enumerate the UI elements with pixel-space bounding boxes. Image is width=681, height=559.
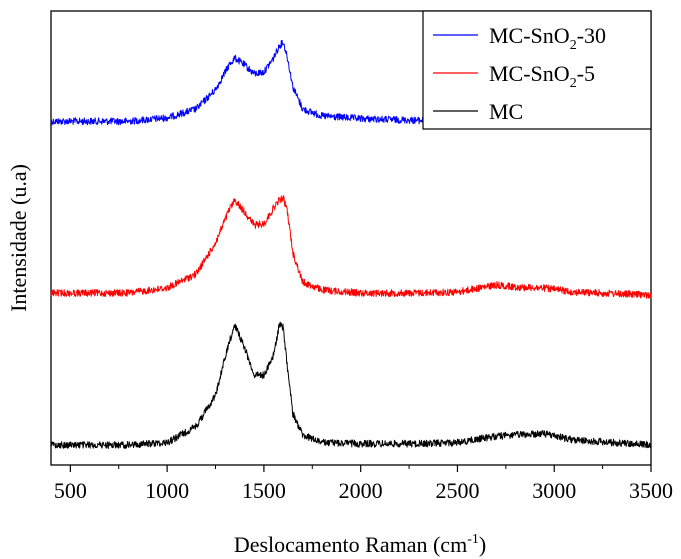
x-tick-label: 1500 [242, 478, 286, 503]
x-tick-label: 2500 [435, 478, 479, 503]
x-tick-label: 3500 [629, 478, 673, 503]
legend: MC-SnO2-30 MC-SnO2-5 MC [422, 10, 652, 130]
plot-area-frame [50, 10, 652, 466]
series-line-mc-sno2-5 [50, 195, 652, 299]
legend-label: MC-SnO2-5 [489, 61, 595, 91]
legend-label: MC-SnO2-30 [489, 23, 606, 53]
x-tick-label: 2000 [339, 478, 383, 503]
series-line-mc [50, 321, 652, 449]
x-axis-title-superscript: -1 [467, 532, 479, 547]
x-axis-title-main: Deslocamento Raman (cm [234, 532, 467, 557]
legend-frame [422, 10, 652, 130]
x-tick-label: 1000 [145, 478, 189, 503]
x-tick-label: 500 [54, 478, 87, 503]
x-axis-title: Deslocamento Raman (cm-1) [234, 532, 486, 557]
y-axis-title: Intensidade (u.a) [6, 164, 31, 312]
x-tick-label: 3000 [532, 478, 576, 503]
x-axis-ticks: 500 1000 1500 2000 2500 3000 3500 [54, 465, 673, 503]
legend-label: MC [489, 99, 523, 124]
x-axis-title-close: ) [479, 532, 486, 557]
